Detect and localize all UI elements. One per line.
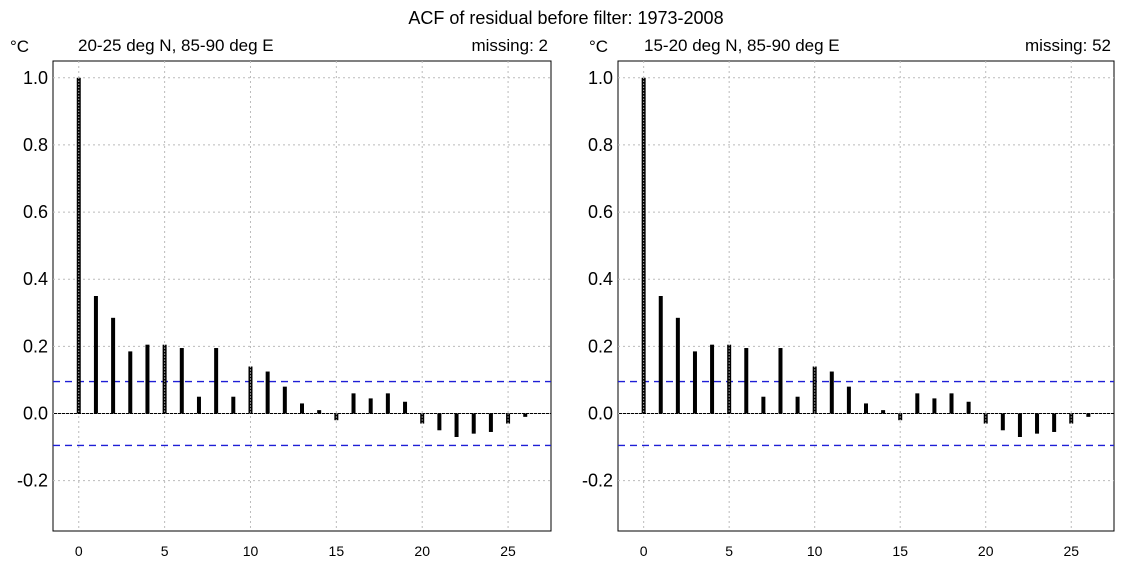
acf-bar-lag-10 <box>812 366 817 414</box>
panel-title-left: 20-25 deg N, 85-90 deg E <box>78 36 274 55</box>
missing-label-left: missing: 2 <box>471 36 548 55</box>
x-tick-label: 10 <box>243 543 259 559</box>
x-tick-label: 25 <box>500 543 516 559</box>
acf-bar-lag-17 <box>368 398 373 414</box>
acf-bar-lag-9 <box>231 396 236 414</box>
x-tick-label: 0 <box>75 543 83 559</box>
panel-right: °C 15-20 deg N, 85-90 deg E missing: 52 … <box>582 36 1115 559</box>
y-tick-label: -0.2 <box>17 471 48 491</box>
acf-bar-lag-9 <box>795 396 800 414</box>
x-tick-label: 25 <box>1063 543 1079 559</box>
x-tick-label: 15 <box>892 543 908 559</box>
plot-frame-left <box>52 60 552 532</box>
acf-bar-lag-18 <box>385 393 390 414</box>
y-tick-label: 0.8 <box>588 135 613 155</box>
acf-bar-lag-18 <box>949 393 954 414</box>
figure-title: ACF of residual before filter: 1973-2008 <box>408 8 723 28</box>
acf-bar-lag-1 <box>658 296 663 414</box>
y-tick-label: 0.2 <box>588 336 613 356</box>
unit-label-right: °C <box>589 37 608 56</box>
y-tick-label: 1.0 <box>588 68 613 88</box>
acf-bar-lag-19 <box>966 401 971 414</box>
x-tick-label: 5 <box>725 543 733 559</box>
x-ticks-left: 0 5 10 15 20 25 <box>75 543 516 559</box>
acf-bar-lag-26 <box>523 413 528 417</box>
acf-bar-lag-19 <box>403 401 408 414</box>
acf-bar-lag-14 <box>317 410 322 414</box>
acf-bar-lag-14 <box>881 410 886 414</box>
acf-bar-lag-17 <box>932 398 937 414</box>
x-tick-label: 10 <box>807 543 823 559</box>
y-tick-label: 0.6 <box>23 202 48 222</box>
acf-bar-lag-23 <box>471 413 476 434</box>
y-tick-label: -0.2 <box>582 471 613 491</box>
acf-bar-lag-24 <box>488 413 493 432</box>
acf-bar-lag-23 <box>1035 413 1040 434</box>
acf-bar-lag-12 <box>282 386 287 414</box>
y-ticks-left: 1.0 0.8 0.6 0.4 0.2 0.0 -0.2 <box>17 68 48 491</box>
y-tick-label: 0.0 <box>588 404 613 424</box>
acf-bar-lag-6 <box>744 348 749 414</box>
acf-bar-lag-13 <box>864 403 868 414</box>
acf-bar-lag-22 <box>454 413 459 437</box>
acf-bar-lag-12 <box>846 386 851 414</box>
y-tick-label: 0.6 <box>588 202 613 222</box>
acf-bar-lag-6 <box>179 348 184 414</box>
acf-bar-lag-11 <box>829 371 834 414</box>
acf-bar-lag-2 <box>111 317 116 414</box>
acf-bar-lag-1 <box>93 296 98 414</box>
acf-bar-lag-0 <box>641 77 646 414</box>
acf-bar-lag-21 <box>1000 413 1005 431</box>
y-tick-label: 0.8 <box>23 135 48 155</box>
x-tick-label: 15 <box>329 543 345 559</box>
missing-label-right: missing: 52 <box>1025 36 1111 55</box>
acf-bar-lag-20 <box>420 413 425 424</box>
x-tick-label: 20 <box>978 543 994 559</box>
x-ticks-right: 0 5 10 15 20 25 <box>640 543 1079 559</box>
plot-frame-right <box>617 60 1115 532</box>
acf-bar-lag-3 <box>128 351 133 414</box>
unit-label-left: °C <box>10 37 29 56</box>
acf-bar-lag-10 <box>248 366 253 414</box>
acf-bar-lag-24 <box>1052 413 1057 432</box>
gridlines-right <box>618 61 1114 531</box>
acf-bars-right <box>641 77 1091 437</box>
acf-bar-lag-11 <box>265 371 270 414</box>
acf-bar-lag-8 <box>214 348 219 414</box>
acf-bar-lag-13 <box>300 403 304 414</box>
y-tick-label: 0.0 <box>23 404 48 424</box>
x-tick-label: 20 <box>414 543 430 559</box>
y-ticks-right: 1.0 0.8 0.6 0.4 0.2 0.0 -0.2 <box>582 68 613 491</box>
acf-bar-lag-26 <box>1086 413 1091 417</box>
panel-title-right: 15-20 deg N, 85-90 deg E <box>644 36 840 55</box>
x-tick-label: 0 <box>640 543 648 559</box>
acf-bar-lag-8 <box>778 348 783 414</box>
acf-bar-lag-16 <box>351 393 356 414</box>
y-tick-label: 0.4 <box>588 269 613 289</box>
acf-bar-lag-22 <box>1017 413 1022 437</box>
acf-bar-lag-4 <box>145 344 150 414</box>
acf-bar-lag-16 <box>915 393 920 414</box>
acf-bar-lag-7 <box>196 396 201 414</box>
acf-bar-lag-4 <box>710 344 715 414</box>
panel-left: °C 20-25 deg N, 85-90 deg E missing: 2 1… <box>10 36 552 559</box>
x-tick-label: 5 <box>161 543 169 559</box>
confidence-band-right <box>618 380 1114 447</box>
acf-bar-lag-3 <box>692 351 697 414</box>
acf-bar-lag-25 <box>1069 413 1074 424</box>
acf-bars-left <box>76 77 528 437</box>
acf-bar-lag-5 <box>162 344 167 414</box>
acf-bar-lag-20 <box>983 413 988 424</box>
acf-bar-lag-5 <box>727 344 732 414</box>
gridlines-left <box>53 61 551 531</box>
y-tick-label: 1.0 <box>23 68 48 88</box>
acf-bar-lag-0 <box>76 77 81 414</box>
acf-bar-lag-21 <box>437 413 442 431</box>
acf-bar-lag-25 <box>506 413 511 424</box>
y-tick-label: 0.4 <box>23 269 48 289</box>
acf-bar-lag-7 <box>761 396 766 414</box>
y-tick-label: 0.2 <box>23 336 48 356</box>
acf-bar-lag-2 <box>675 317 680 414</box>
